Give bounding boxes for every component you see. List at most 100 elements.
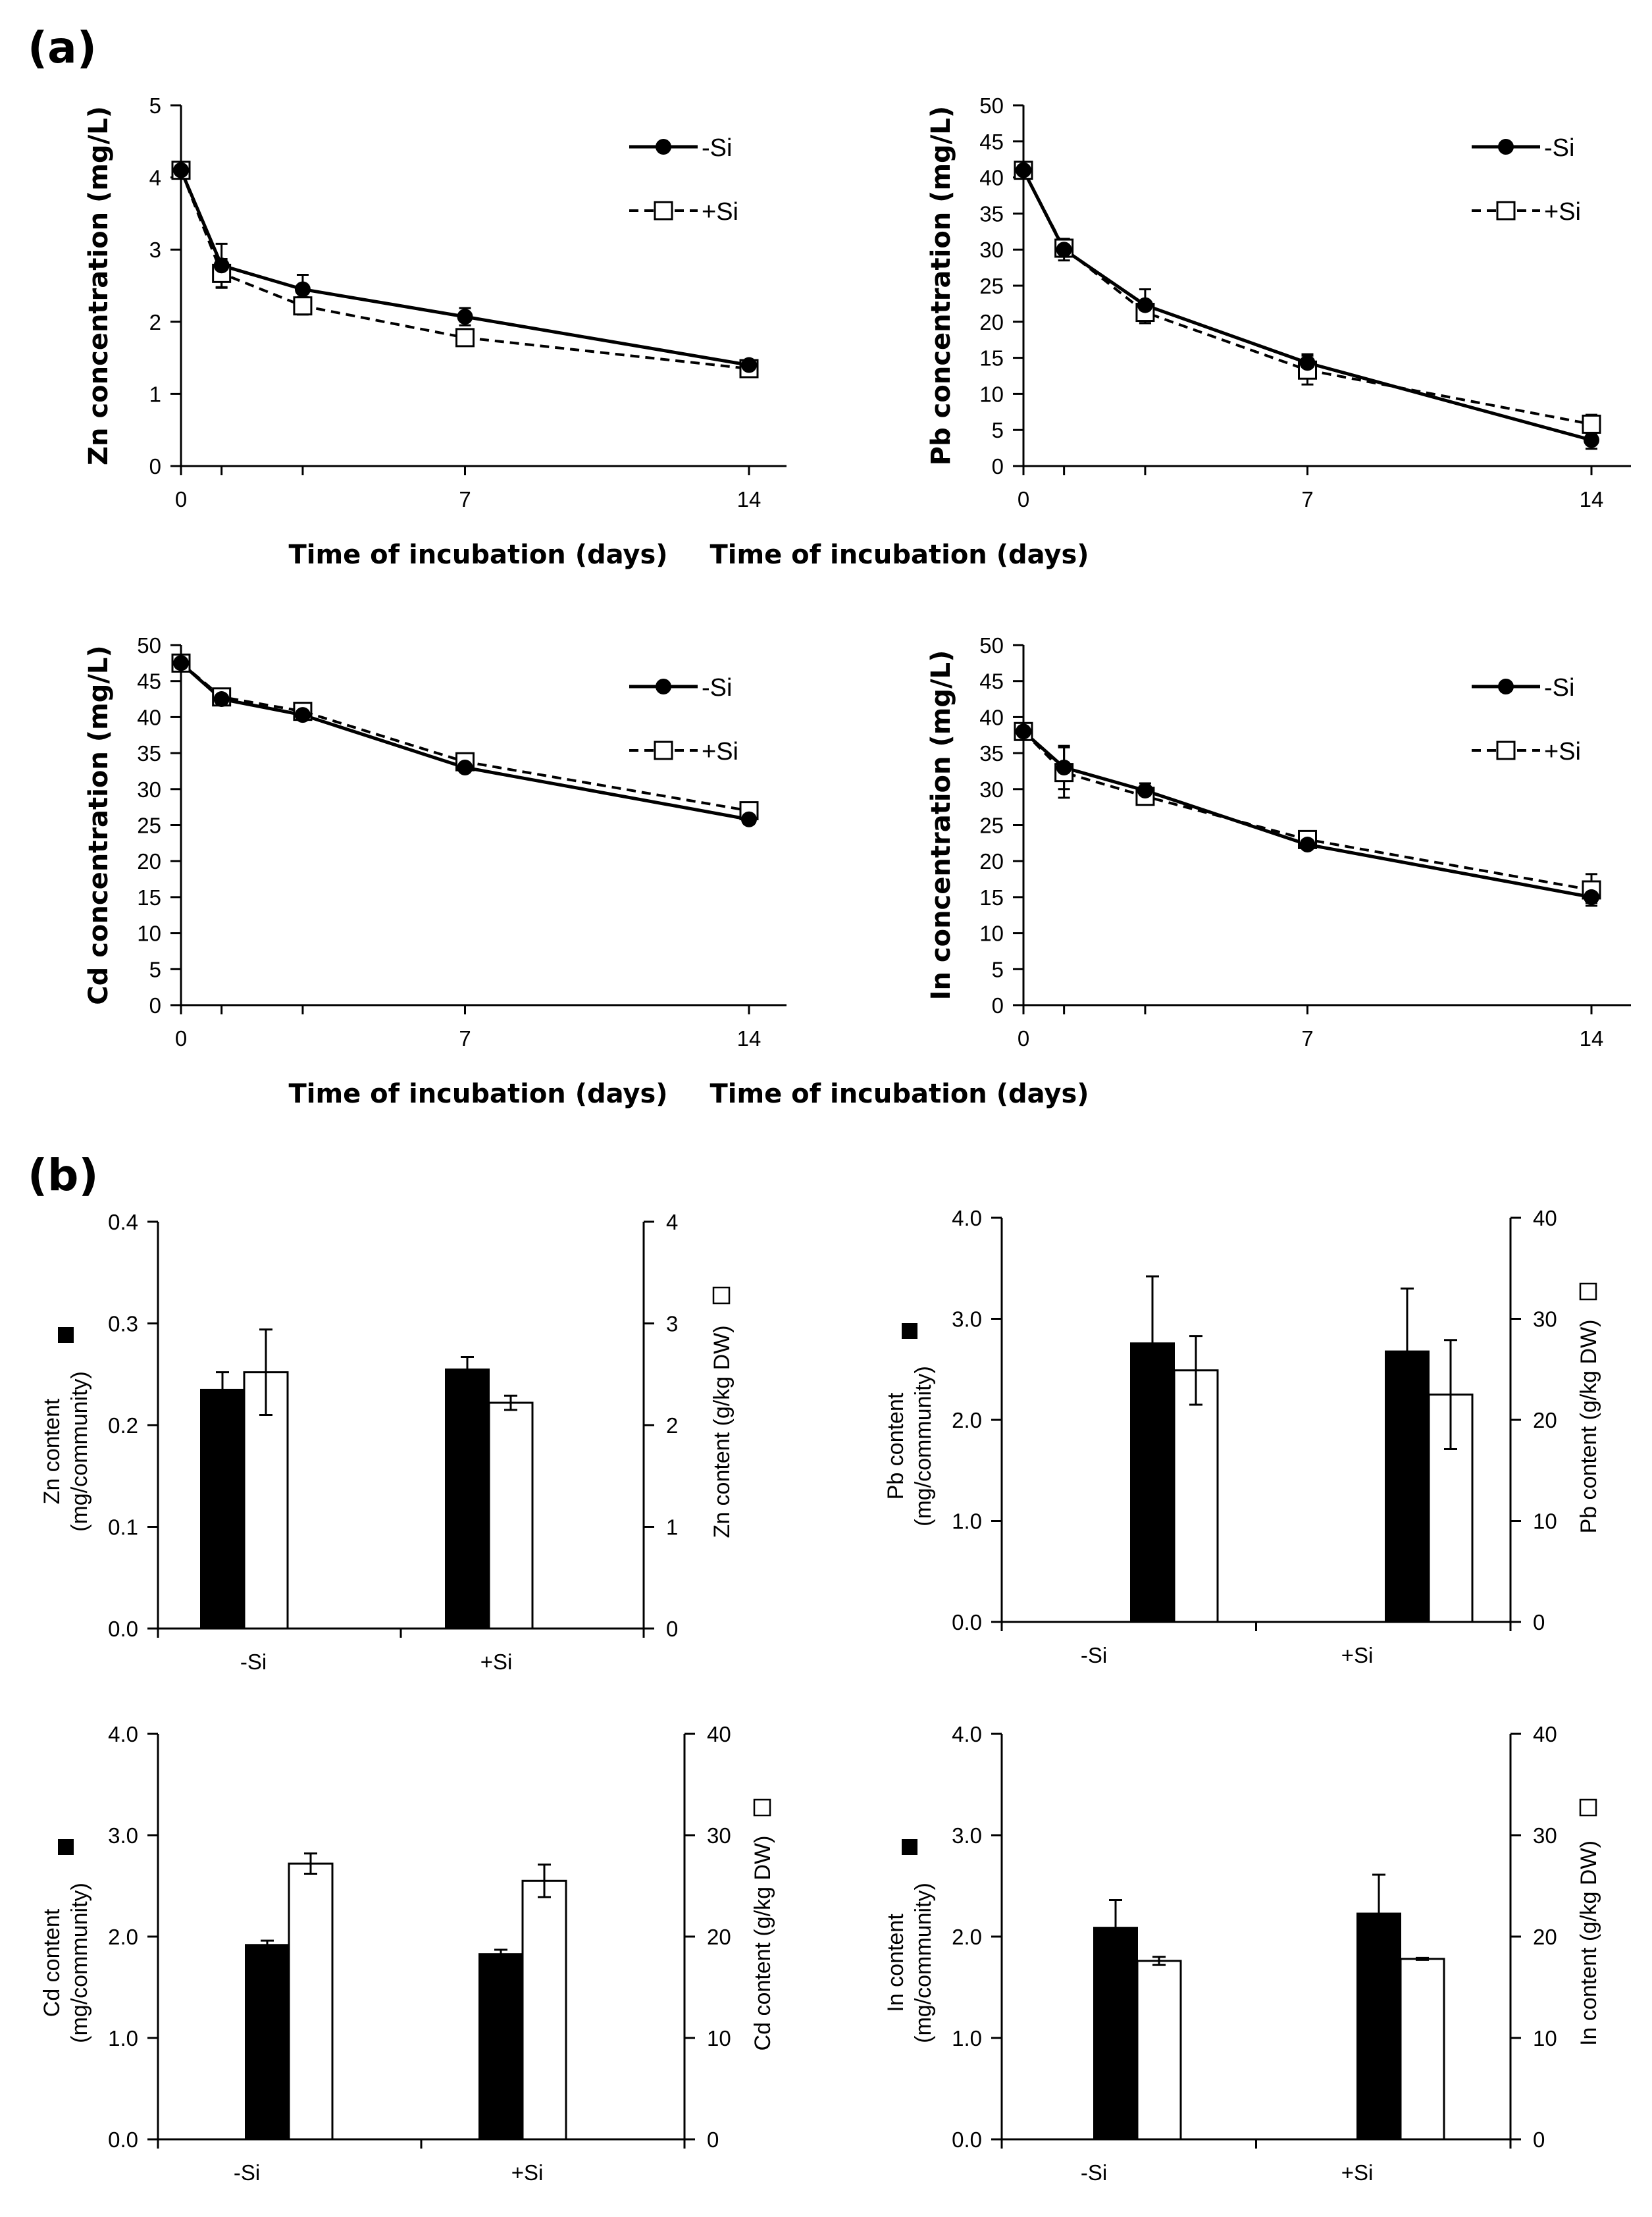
left-tick-label: 2.0 xyxy=(952,1408,982,1432)
right-tick-label: 30 xyxy=(1533,1823,1557,1848)
legend-label-plus-si: +Si xyxy=(702,738,738,766)
left-tick-label: 0.0 xyxy=(952,1610,982,1634)
left-tick-label: 4.0 xyxy=(952,1722,982,1746)
category-label: +Si xyxy=(1341,2160,1374,2185)
left-axis-label: In content (mg/community) xyxy=(883,1883,936,2043)
data-point-minus-si xyxy=(294,281,311,298)
bar-g-kg-dw xyxy=(1136,1960,1182,2141)
y-tick-label: 5 xyxy=(149,957,161,981)
category-label: +Si xyxy=(480,1650,513,1674)
y-axis-label: Cd concentration (mg/L) xyxy=(84,645,114,1004)
y-tick-label: 0 xyxy=(992,454,1004,479)
bar-mg-community xyxy=(478,1953,523,2140)
y-tick-label: 45 xyxy=(137,669,161,694)
left-axis-label-line: Pb content xyxy=(883,1392,908,1500)
bar-chart-in-bar: 0.0 1.0 2.0 3.0 4.0 0 10 20 30 40 -Si +Si In content… xyxy=(883,1722,1601,2185)
data-point-minus-si xyxy=(741,811,757,827)
y-tick-label: 40 xyxy=(137,705,161,729)
x-tick-label: 7 xyxy=(459,487,471,511)
legend-label-plus-si: +Si xyxy=(702,198,738,226)
bar-g-kg-dw xyxy=(1399,1958,1445,2141)
line-chart-pb-line: 0 5 10 15 20 25 30 35 40 45 50 0 7 14 Time of incubati… xyxy=(710,93,1631,570)
y-tick-label: 50 xyxy=(979,93,1004,118)
left-axis-label-line: Cd content xyxy=(39,1908,65,2017)
legend-marker-minus-si xyxy=(1498,679,1514,694)
legend-label-minus-si: -Si xyxy=(1544,134,1574,162)
data-point-minus-si xyxy=(457,759,473,775)
line-chart-zn-line: 0 1 2 3 4 5 0 7 14 Time of incubation (days) Zn co… xyxy=(84,93,787,570)
data-point-minus-si xyxy=(1056,759,1072,775)
y-tick-label: 25 xyxy=(137,814,161,838)
y-tick-label: 15 xyxy=(137,885,161,910)
panel-label-b: (b) xyxy=(28,1150,99,1201)
x-tick-label: 14 xyxy=(1580,1026,1604,1051)
legend-marker-plus-si xyxy=(654,741,673,760)
left-tick-label: 0.0 xyxy=(108,1617,138,1641)
right-tick-label: 10 xyxy=(1533,2026,1557,2050)
x-axis-label: Time of incubation (days) xyxy=(710,540,1089,570)
x-axis-label: Time of incubation (days) xyxy=(288,540,667,570)
data-point-plus-si xyxy=(1582,414,1601,434)
right-axis-label: In content (g/kg DW) xyxy=(1576,1840,1601,2046)
left-tick-label: 1.0 xyxy=(108,2026,138,2050)
x-tick-label: 7 xyxy=(1301,1026,1313,1051)
x-tick-label: 14 xyxy=(737,487,761,511)
x-tick-label: 14 xyxy=(737,1026,761,1051)
y-axis-label: Pb concentration (mg/L) xyxy=(926,106,956,465)
right-tick-label: 0 xyxy=(1533,1610,1545,1634)
line-chart-in-line: 0 5 10 15 20 25 30 35 40 45 50 0 7 14 Time of incubati… xyxy=(710,633,1631,1109)
left-tick-label: 1.0 xyxy=(952,1509,982,1534)
x-tick-label: 0 xyxy=(175,487,187,511)
x-tick-label: 0 xyxy=(1018,487,1029,511)
left-axis-label-line: (mg/community) xyxy=(67,1371,92,1532)
y-tick-label: 0 xyxy=(149,454,161,479)
left-axis-legend-marker xyxy=(902,1323,917,1339)
legend-label-plus-si: +Si xyxy=(1544,198,1581,226)
right-tick-label: 20 xyxy=(707,1925,731,1949)
y-tick-label: 10 xyxy=(979,922,1004,946)
right-tick-label: 0 xyxy=(666,1617,678,1641)
right-tick-label: 0 xyxy=(707,2127,719,2152)
y-tick-label: 2 xyxy=(149,310,161,334)
data-point-minus-si xyxy=(1299,837,1316,853)
left-tick-label: 3.0 xyxy=(108,1823,138,1848)
y-tick-label: 35 xyxy=(979,201,1004,226)
right-tick-label: 40 xyxy=(707,1722,731,1746)
data-point-minus-si xyxy=(1056,242,1072,258)
y-tick-label: 10 xyxy=(979,382,1004,406)
right-tick-label: 3 xyxy=(666,1312,678,1336)
y-tick-label: 5 xyxy=(992,957,1004,981)
bar-chart-cd-bar: 0.0 1.0 2.0 3.0 4.0 0 10 20 30 40 -Si +Si Cd content… xyxy=(39,1722,775,2185)
left-tick-label: 2.0 xyxy=(952,1925,982,1949)
right-axis-legend-marker xyxy=(712,1286,731,1305)
right-tick-label: 30 xyxy=(1533,1307,1557,1332)
left-axis-legend-marker xyxy=(58,1839,74,1855)
y-tick-label: 3 xyxy=(149,238,161,262)
legend-label-plus-si: +Si xyxy=(1544,738,1581,766)
right-axis-label: Cd content (g/kg DW) xyxy=(750,1836,775,2051)
line-chart-cd-line: 0 5 10 15 20 25 30 35 40 45 50 0 7 14 Time of incubati… xyxy=(84,633,787,1109)
x-axis-label: Time of incubation (days) xyxy=(288,1079,667,1109)
y-tick-label: 50 xyxy=(137,633,161,658)
category-label: -Si xyxy=(1081,1643,1107,1667)
data-point-minus-si xyxy=(1137,782,1153,798)
right-tick-label: 30 xyxy=(707,1823,731,1848)
y-tick-label: 30 xyxy=(137,777,161,802)
y-tick-label: 45 xyxy=(979,669,1004,694)
bar-chart-pb-bar: 0.0 1.0 2.0 3.0 4.0 0 10 20 30 40 -Si +Si Pb content… xyxy=(883,1206,1601,1667)
bar-g-kg-dw xyxy=(488,1401,534,1630)
legend-marker-plus-si xyxy=(1496,741,1516,760)
left-tick-label: 2.0 xyxy=(108,1925,138,1949)
bar-mg-community xyxy=(1093,1927,1138,2140)
left-axis-label-line: Zn content xyxy=(39,1398,65,1504)
category-label: -Si xyxy=(1081,2160,1107,2185)
bar-g-kg-dw xyxy=(1173,1369,1219,1623)
right-tick-label: 10 xyxy=(1533,1509,1557,1534)
right-tick-label: 2 xyxy=(666,1413,678,1438)
data-point-minus-si xyxy=(457,309,473,325)
x-axis-label: Time of incubation (days) xyxy=(710,1079,1089,1109)
right-axis-legend-marker xyxy=(1579,1282,1597,1301)
bar-g-kg-dw xyxy=(521,1879,567,2141)
right-tick-label: 10 xyxy=(707,2026,731,2050)
y-tick-label: 35 xyxy=(979,741,1004,766)
